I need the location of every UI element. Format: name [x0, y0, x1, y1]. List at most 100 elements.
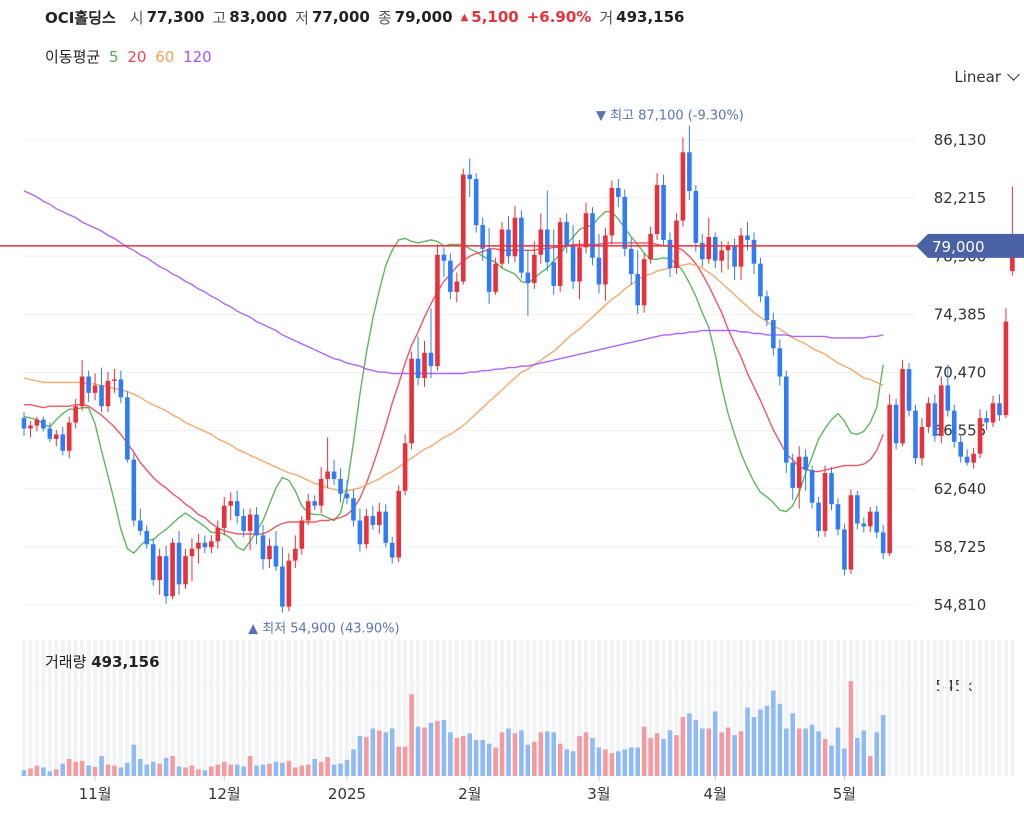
candle-body	[641, 259, 647, 306]
y-tick-label: 86,130	[934, 131, 987, 149]
candle-body	[86, 376, 91, 393]
candle-body	[428, 352, 434, 367]
volume-bar	[751, 717, 757, 776]
candle-body	[196, 542, 201, 549]
high-label: 고	[212, 8, 227, 27]
candle-body	[777, 348, 783, 377]
candle-body	[312, 501, 317, 506]
candle-body	[293, 548, 298, 561]
y-tick-label: 58,725	[934, 538, 987, 556]
volume-bar	[280, 762, 285, 776]
candle-body	[551, 262, 557, 286]
volume-bar	[234, 764, 240, 776]
candle-body	[79, 376, 85, 407]
ma-legend-5[interactable]: 5	[108, 48, 119, 66]
scale-dropdown[interactable]: Linear	[954, 68, 1020, 86]
candle-body	[712, 236, 718, 261]
volume-bar	[867, 756, 873, 776]
volume-bar	[861, 730, 867, 776]
volume-bar	[803, 728, 808, 776]
candle-body	[260, 535, 266, 560]
high-value: 83,000	[229, 8, 288, 26]
volume-bar	[641, 726, 647, 776]
candle-body	[60, 434, 66, 451]
volume-bar	[312, 758, 317, 776]
candle-body	[221, 505, 227, 528]
volume-bar	[273, 761, 279, 776]
volume-bar	[21, 770, 27, 776]
candle-body	[893, 404, 899, 444]
volume-bar	[112, 765, 117, 776]
volume-bar	[693, 719, 699, 776]
volume-bar	[674, 735, 679, 776]
volume-bar	[209, 766, 214, 776]
high-annotation: ▼ 최고 87,100 (-9.30%)	[596, 109, 744, 124]
open-value: 77,300	[146, 8, 205, 26]
volume-bar	[764, 705, 770, 776]
volume-value: 493,156	[616, 8, 685, 26]
volume-bar	[570, 751, 576, 776]
volume-bar	[448, 732, 453, 776]
candle-body	[919, 426, 925, 459]
x-tick-label: 11월	[79, 785, 112, 803]
volume-bar	[54, 769, 59, 776]
volume-bar	[732, 735, 737, 776]
volume-bar	[551, 732, 557, 776]
volume-bar	[41, 767, 46, 776]
y-tick-label: 66,555	[934, 422, 987, 440]
candle-body	[183, 556, 188, 585]
ma-legend-title: 이동평균	[45, 48, 101, 66]
x-tick-label: 5월	[833, 785, 856, 803]
volume-label: 거	[599, 8, 614, 27]
candle-body	[99, 385, 104, 407]
y-tick-label: 70,470	[934, 364, 987, 382]
candle-body	[202, 542, 208, 548]
candle-body	[796, 456, 802, 488]
volume-bar	[822, 738, 828, 776]
x-tick-label: 2025	[328, 785, 366, 803]
candle-body	[435, 254, 440, 367]
volume-bar	[377, 730, 382, 776]
candle-body	[467, 174, 473, 180]
candle-body	[280, 566, 285, 607]
candle-body	[351, 498, 356, 521]
candle-body	[783, 376, 789, 463]
candle-body	[570, 245, 576, 282]
candle-body	[21, 418, 27, 429]
candle-body	[997, 403, 1002, 416]
candle-body	[267, 545, 272, 560]
candle-body	[719, 250, 724, 261]
candle-body	[667, 239, 673, 269]
candle-body	[971, 453, 976, 463]
moving-average-legend: 이동평균 5 20 60 120	[45, 46, 216, 67]
candle-body	[577, 247, 582, 282]
candle-body	[764, 296, 770, 321]
ma-legend-60[interactable]: 60	[155, 48, 175, 66]
candle-body	[700, 242, 705, 260]
candle-body	[331, 471, 337, 479]
candle-body	[867, 511, 873, 527]
volume-bar	[460, 736, 466, 776]
volume-bar	[719, 732, 724, 776]
ma-legend-120[interactable]: 120	[183, 48, 212, 66]
volume-bar	[293, 767, 298, 776]
candle-body	[144, 530, 150, 545]
volume-bar	[506, 728, 511, 776]
volume-bar	[157, 763, 162, 776]
x-tick-label: 12월	[208, 785, 241, 803]
volume-bar	[196, 769, 201, 776]
volume-bar	[428, 722, 434, 776]
ma-legend-20[interactable]: 20	[127, 48, 147, 66]
candle-body	[887, 404, 892, 554]
volume-panel-title: 거래량	[45, 653, 87, 671]
volume-bar	[855, 738, 860, 776]
candle-body	[370, 516, 376, 525]
volume-bar	[738, 731, 744, 776]
candle-body	[829, 473, 834, 505]
volume-bar	[590, 738, 595, 776]
candle-body	[538, 229, 544, 255]
volume-bar	[473, 739, 479, 776]
candle-body	[28, 425, 33, 429]
volume-bar	[712, 711, 718, 776]
